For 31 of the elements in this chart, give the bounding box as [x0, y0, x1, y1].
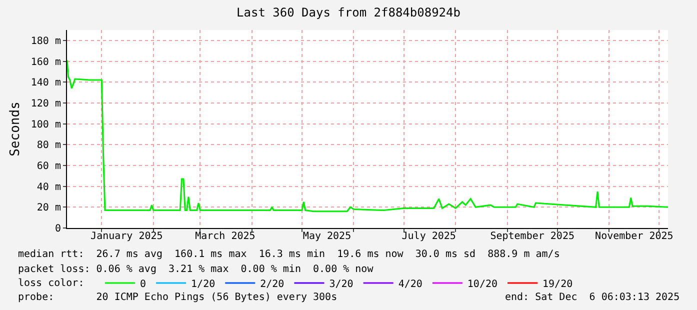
x-tick-label: September 2025: [490, 231, 574, 242]
legend-label: 19/20: [542, 278, 573, 290]
y-axis-title: Seconds: [8, 102, 23, 156]
legend-label: 4/20: [398, 278, 422, 290]
chart-title: Last 360 Days from 2f884b08924b: [236, 5, 460, 20]
y-tick-label: 140 m: [30, 78, 61, 89]
legend-label: 1/20: [191, 278, 216, 290]
x-tick-label: March 2025: [195, 231, 256, 242]
text: median rtt: 26.7 ms avg 160.1 ms max 16.3 ms min 19.6 ms now 30.0 ms sd 888.9 m am/s: [18, 249, 560, 260]
text: packet loss: 0.06 % avg 3.21 % max 0.00 % min 0.00 % now: [18, 264, 374, 275]
legend-label: 3/20: [329, 278, 354, 290]
text: end: Sat Dec 6 06:03:13 2025: [505, 292, 680, 303]
y-tick-label: 40 m: [36, 182, 61, 193]
text: probe: 20 ICMP Echo Pings (56 Bytes) every 300s: [18, 292, 338, 303]
y-tick-label: 0: [54, 224, 61, 234]
line-series: [67, 59, 668, 212]
legend-label: 0: [140, 278, 146, 290]
x-tick-label: November 2025: [595, 231, 674, 242]
x-tick-label: May 2025: [302, 231, 352, 242]
y-tick-label: 60 m: [36, 160, 61, 172]
y-tick-label: 20 m: [36, 202, 61, 214]
x-tick-label: January 2025: [90, 231, 163, 242]
y-tick-label: 80 m: [36, 140, 61, 152]
text: loss color:: [18, 278, 84, 289]
y-tick-label: 100 m: [30, 119, 61, 130]
y-tick-label: 120 m: [30, 98, 61, 110]
y-tick-label: 160 m: [30, 56, 61, 68]
x-tick-label: July 2025: [402, 231, 456, 242]
legend-label: 10/20: [467, 278, 498, 290]
legend-label: 2/20: [260, 278, 284, 290]
y-tick-label: 180 m: [30, 36, 61, 47]
